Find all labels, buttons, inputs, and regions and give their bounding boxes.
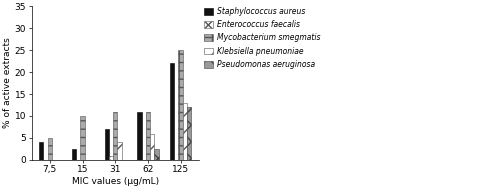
Bar (109, 156, 113, 160)
Bar (118, 142, 122, 160)
Y-axis label: % of active extracts: % of active extracts (3, 38, 12, 129)
Bar (170, 63, 174, 160)
Bar (150, 134, 154, 160)
Bar (146, 112, 150, 160)
Bar (113, 112, 117, 160)
Bar (187, 107, 191, 160)
Bar (182, 103, 187, 160)
Bar (154, 149, 158, 160)
Bar (138, 112, 141, 160)
Legend: Staphylococcus aureus, Enterococcus faecalis, Mycobacterium smegmatis, Klebsiell: Staphylococcus aureus, Enterococcus faec… (204, 7, 320, 69)
Bar (39, 142, 44, 160)
Bar (80, 116, 84, 160)
Bar (48, 138, 52, 160)
Bar (178, 50, 182, 160)
Bar (72, 149, 76, 160)
Bar (104, 129, 109, 160)
X-axis label: MIC values (µg/mL): MIC values (µg/mL) (72, 177, 159, 186)
